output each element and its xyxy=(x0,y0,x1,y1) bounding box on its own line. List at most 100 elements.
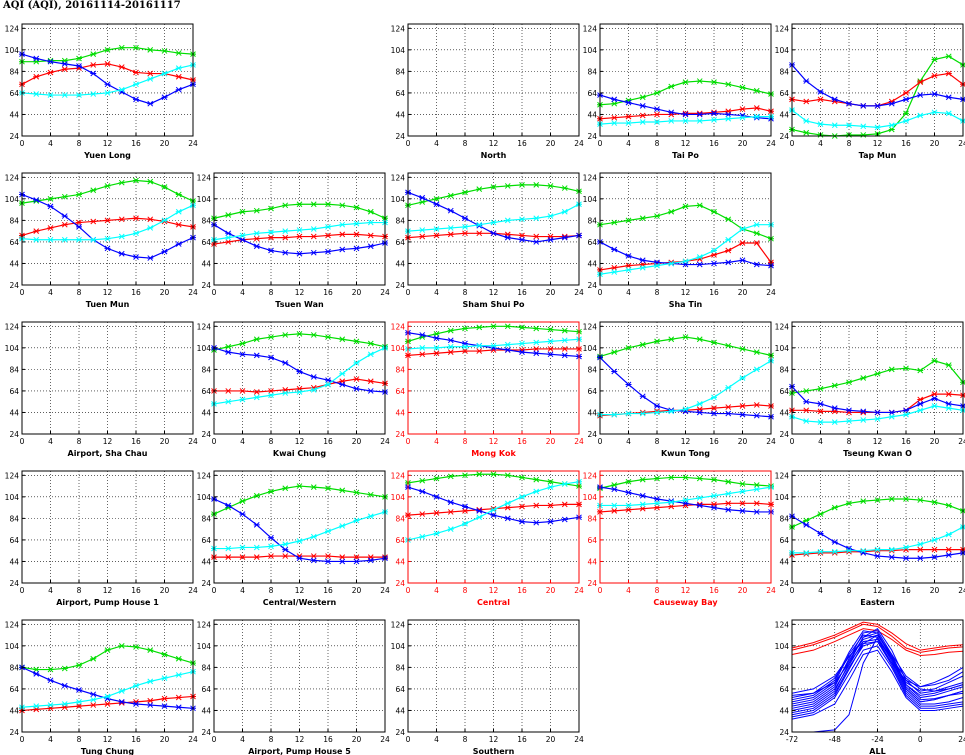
data-point xyxy=(325,334,331,340)
x-tick-label: 8 xyxy=(847,139,852,148)
x-tick-label: 0 xyxy=(598,437,603,446)
data-point xyxy=(339,246,346,253)
data-point xyxy=(419,233,426,240)
y-tick-label: 44 xyxy=(779,110,789,119)
data-point xyxy=(339,554,346,561)
data-point xyxy=(654,262,660,269)
data-point xyxy=(831,382,838,389)
data-point xyxy=(433,232,440,239)
x-tick-label: 16 xyxy=(517,735,527,744)
x-tick-label: 20 xyxy=(738,586,748,595)
data-point xyxy=(725,247,732,254)
x-tick-label: 4 xyxy=(48,735,53,744)
data-point xyxy=(118,64,125,70)
x-tick-label: 8 xyxy=(463,735,468,744)
y-tick-label: 104 xyxy=(5,344,20,353)
data-point xyxy=(175,50,182,56)
y-tick-label: 84 xyxy=(9,67,19,76)
panel-central: 0 4 8 12 16 20 24 24 44 64 84 104 124 Central xyxy=(391,470,584,607)
data-point xyxy=(917,407,924,414)
data-point xyxy=(462,507,468,514)
data-point xyxy=(490,342,497,349)
x-tick-label: 4 xyxy=(434,586,439,595)
data-point xyxy=(803,521,810,528)
station-label: ALL xyxy=(869,747,885,755)
x-tick-label: 20 xyxy=(352,586,362,595)
data-point xyxy=(104,60,111,67)
data-point xyxy=(47,92,54,98)
station-label: Mong Kok xyxy=(471,449,516,458)
data-point xyxy=(533,325,540,332)
x-tick-label: 4 xyxy=(240,437,245,446)
data-point xyxy=(225,388,232,394)
data-point xyxy=(654,338,660,345)
data-point xyxy=(367,232,374,239)
data-point xyxy=(533,502,540,509)
plot-frame xyxy=(791,23,964,137)
y-tick-label: 104 xyxy=(5,46,20,55)
x-tick-label: 20 xyxy=(930,139,940,148)
data-point xyxy=(547,502,554,509)
data-point xyxy=(817,408,824,415)
data-point xyxy=(519,181,525,188)
x-tick-label: 16 xyxy=(901,437,911,446)
x-tick-label: 24 xyxy=(574,437,584,446)
panel-sha-tin: 0 4 8 12 16 20 24 24 44 64 84 104 124 Sha Tin xyxy=(583,172,776,309)
y-tick-label: 24 xyxy=(201,728,211,737)
x-tick-label: 4 xyxy=(434,735,439,744)
data-point xyxy=(519,349,525,356)
data-point xyxy=(739,346,746,352)
data-point xyxy=(61,92,68,98)
data-point xyxy=(903,118,909,124)
y-tick-label: 44 xyxy=(587,557,597,566)
y-tick-label: 64 xyxy=(779,536,789,545)
data-point xyxy=(753,366,760,373)
x-tick-label: 0 xyxy=(20,288,25,297)
data-point xyxy=(931,403,938,409)
data-point xyxy=(90,655,97,662)
data-point xyxy=(625,344,632,351)
data-point xyxy=(846,407,852,414)
y-tick-label: 64 xyxy=(395,685,405,694)
plot-frame xyxy=(407,470,580,584)
y-tick-label: 104 xyxy=(583,344,598,353)
data-point xyxy=(739,488,746,495)
data-point xyxy=(282,234,289,241)
x-tick-label: 0 xyxy=(406,437,411,446)
data-point xyxy=(462,215,468,222)
data-point xyxy=(47,195,54,202)
y-tick-label: 84 xyxy=(395,663,405,672)
data-point xyxy=(903,411,909,418)
data-point xyxy=(888,554,895,561)
data-point xyxy=(282,332,289,338)
x-tick-label: -48 xyxy=(829,735,841,744)
station-label: Southern xyxy=(473,747,515,755)
data-point xyxy=(917,79,924,86)
y-tick-label: 104 xyxy=(583,195,598,204)
data-point xyxy=(682,118,689,124)
y-tick-label: 124 xyxy=(583,471,598,480)
data-point xyxy=(175,221,182,228)
data-point xyxy=(476,507,483,514)
data-point xyxy=(419,199,426,205)
data-point xyxy=(310,332,317,338)
data-point xyxy=(353,376,360,382)
data-point xyxy=(611,486,618,493)
x-tick-label: 8 xyxy=(463,288,468,297)
y-tick-label: 44 xyxy=(9,259,19,268)
x-tick-label: 12 xyxy=(489,735,499,744)
data-point xyxy=(696,202,703,209)
data-point xyxy=(433,530,440,537)
data-point xyxy=(931,546,938,553)
data-point xyxy=(917,92,924,98)
data-point xyxy=(739,84,746,91)
data-point xyxy=(654,403,660,409)
y-tick-label: 104 xyxy=(583,46,598,55)
y-tick-label: 104 xyxy=(583,493,598,502)
data-point xyxy=(682,258,689,265)
y-tick-label: 44 xyxy=(587,110,597,119)
data-point xyxy=(47,702,54,708)
data-point xyxy=(611,114,618,121)
panel-tai-po: 0 4 8 12 16 20 24 24 44 64 84 104 124 Tai Po xyxy=(583,23,776,160)
x-tick-label: 4 xyxy=(240,735,245,744)
